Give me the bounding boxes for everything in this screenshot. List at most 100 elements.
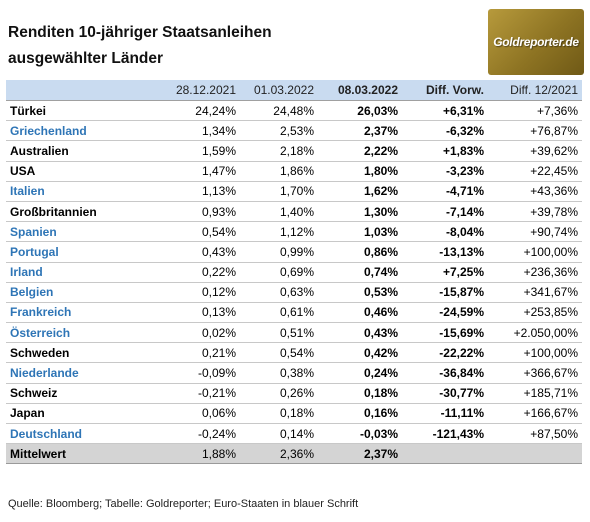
yield-28-12-2021: 0,06% <box>162 403 240 425</box>
table-row: Deutschland -0,24% 0,14% -0,03% -121,43% +87,… <box>6 423 582 445</box>
table-title: Renditen 10-jähriger Staatsanleihen ausg… <box>8 20 368 72</box>
diff-prev-week: -7,14% <box>402 201 488 223</box>
table-row: Japan 0,06% 0,18% 0,16% -11,11% +166,67% <box>6 403 582 425</box>
diff-prev-week: -15,87% <box>402 282 488 303</box>
diff-prev-week: -30,77% <box>402 383 488 404</box>
yield-01-03-2022: 0,38% <box>240 362 318 384</box>
country-cell: Belgien <box>6 282 162 303</box>
average-value-3: 2,37% <box>318 443 402 465</box>
yield-01-03-2022: 1,12% <box>240 221 318 243</box>
diff-prev-week: -22,22% <box>402 342 488 364</box>
yield-01-03-2022: 0,26% <box>240 383 318 404</box>
diff-12-2021: +366,67% <box>488 362 582 384</box>
table-row: Australien 1,59% 2,18% 2,22% +1,83% +39,62% <box>6 140 582 162</box>
yields-table: 28.12.2021 01.03.2022 08.03.2022 Diff. V… <box>6 80 582 465</box>
yield-28-12-2021: 1,47% <box>162 161 240 182</box>
yield-01-03-2022: 1,40% <box>240 201 318 223</box>
country-cell: USA <box>6 161 162 182</box>
country-cell: Irland <box>6 262 162 283</box>
diff-12-2021: +90,74% <box>488 221 582 243</box>
yield-28-12-2021: 0,13% <box>162 302 240 324</box>
table-row: Großbritannien 0,93% 1,40% 1,30% -7,14% +39,7… <box>6 201 582 223</box>
logo-text: Goldreporter.de <box>493 35 579 49</box>
table-row: Frankreich 0,13% 0,61% 0,46% -24,59% +253,85% <box>6 302 582 324</box>
diff-prev-week: -121,43% <box>402 423 488 445</box>
country-cell: Schweiz <box>6 383 162 404</box>
diff-prev-week: -11,11% <box>402 403 488 425</box>
header-date-2: 01.03.2022 <box>240 80 318 101</box>
diff-prev-week: -6,32% <box>402 120 488 142</box>
diff-prev-week: +1,83% <box>402 140 488 162</box>
yield-01-03-2022: 2,53% <box>240 120 318 142</box>
table-row: Spanien 0,54% 1,12% 1,03% -8,04% +90,74% <box>6 221 582 243</box>
yield-08-03-2022: 2,37% <box>318 120 402 142</box>
country-cell: Portugal <box>6 241 162 263</box>
yield-01-03-2022: 0,99% <box>240 241 318 263</box>
diff-12-2021: +87,50% <box>488 423 582 445</box>
diff-prev-week: -13,13% <box>402 241 488 263</box>
yield-28-12-2021: 24,24% <box>162 100 240 122</box>
yield-08-03-2022: 0,86% <box>318 241 402 263</box>
yield-01-03-2022: 0,69% <box>240 262 318 283</box>
average-label: Mittelwert <box>6 443 162 465</box>
header-row: 28.12.2021 01.03.2022 08.03.2022 Diff. V… <box>6 80 582 101</box>
average-value-2: 2,36% <box>240 443 318 465</box>
diff-prev-week: +7,25% <box>402 262 488 283</box>
diff-12-2021: +43,36% <box>488 181 582 202</box>
table-row: USA 1,47% 1,86% 1,80% -3,23% +22,45% <box>6 161 582 182</box>
average-value-1: 1,88% <box>162 443 240 465</box>
goldreporter-logo: Goldreporter.de <box>488 9 584 75</box>
diff-12-2021: +7,36% <box>488 100 582 122</box>
diff-12-2021: +2.050,00% <box>488 322 582 344</box>
country-cell: Spanien <box>6 221 162 243</box>
yield-08-03-2022: 2,22% <box>318 140 402 162</box>
country-cell: Österreich <box>6 322 162 344</box>
diff-12-2021: +185,71% <box>488 383 582 404</box>
table-row: Schweiz -0,21% 0,26% 0,18% -30,77% +185,71% <box>6 383 582 404</box>
country-cell: Niederlande <box>6 362 162 384</box>
country-cell: Griechenland <box>6 120 162 142</box>
header-date-1: 28.12.2021 <box>162 80 240 101</box>
country-cell: Italien <box>6 181 162 202</box>
table-row: Griechenland 1,34% 2,53% 2,37% -6,32% +76,87% <box>6 120 582 142</box>
diff-12-2021: +39,62% <box>488 140 582 162</box>
table-row: Italien 1,13% 1,70% 1,62% -4,71% +43,36% <box>6 181 582 202</box>
title-line-1: Renditen 10-jähriger Staatsanleihen <box>8 24 272 41</box>
table-body: Türkei 24,24% 24,48% 26,03% +6,31% +7,36% Grie… <box>6 100 582 445</box>
country-cell: Großbritannien <box>6 201 162 223</box>
diff-12-2021: +341,67% <box>488 282 582 303</box>
header-diff-12-2021: Diff. 12/2021 <box>488 80 582 101</box>
average-empty-2 <box>488 443 582 465</box>
yield-01-03-2022: 1,86% <box>240 161 318 182</box>
yield-08-03-2022: 1,30% <box>318 201 402 223</box>
diff-prev-week: -24,59% <box>402 302 488 324</box>
diff-12-2021: +76,87% <box>488 120 582 142</box>
header-diff-prev-week: Diff. Vorw. <box>402 80 488 101</box>
country-cell: Frankreich <box>6 302 162 324</box>
yield-28-12-2021: 0,21% <box>162 342 240 364</box>
yield-08-03-2022: 26,03% <box>318 100 402 122</box>
table-row: Portugal 0,43% 0,99% 0,86% -13,13% +100,00% <box>6 241 582 263</box>
diff-12-2021: +253,85% <box>488 302 582 324</box>
yield-28-12-2021: 0,12% <box>162 282 240 303</box>
source-note: Quelle: Bloomberg; Tabelle: Goldreporter… <box>8 498 359 510</box>
yield-08-03-2022: 0,46% <box>318 302 402 324</box>
table-row: Türkei 24,24% 24,48% 26,03% +6,31% +7,36% <box>6 100 582 122</box>
table-row: Belgien 0,12% 0,63% 0,53% -15,87% +341,67% <box>6 282 582 303</box>
diff-prev-week: -15,69% <box>402 322 488 344</box>
yield-08-03-2022: 0,16% <box>318 403 402 425</box>
average-row: Mittelwert 1,88% 2,36% 2,37% <box>6 443 582 465</box>
header-date-3: 08.03.2022 <box>318 80 402 101</box>
country-cell: Deutschland <box>6 423 162 445</box>
yield-01-03-2022: 0,61% <box>240 302 318 324</box>
yield-01-03-2022: 0,51% <box>240 322 318 344</box>
average-empty-1 <box>402 443 488 465</box>
country-cell: Japan <box>6 403 162 425</box>
yield-28-12-2021: 0,93% <box>162 201 240 223</box>
yield-01-03-2022: 0,63% <box>240 282 318 303</box>
country-cell: Australien <box>6 140 162 162</box>
diff-12-2021: +236,36% <box>488 262 582 283</box>
diff-prev-week: -4,71% <box>402 181 488 202</box>
country-cell: Schweden <box>6 342 162 364</box>
yield-01-03-2022: 0,14% <box>240 423 318 445</box>
